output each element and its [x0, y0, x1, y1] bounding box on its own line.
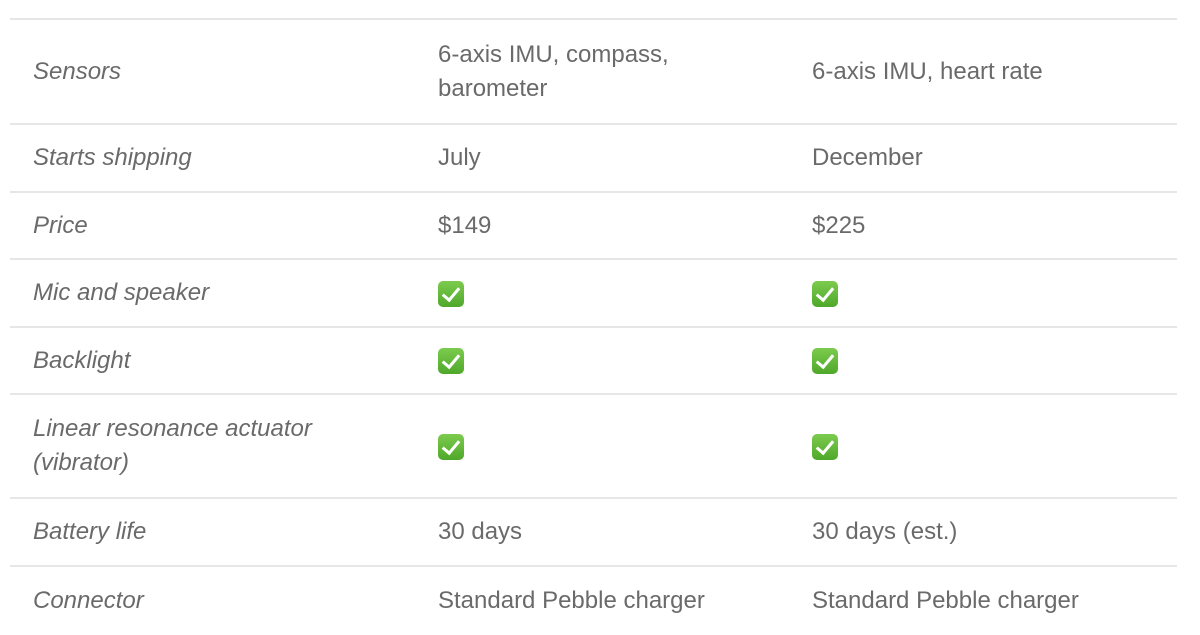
- row-label: Sensors: [33, 57, 122, 85]
- check-cell: [438, 344, 778, 378]
- row-value: $225: [812, 211, 866, 239]
- table-row: Connector Standard Pebble charger Standard…: [10, 565, 1177, 635]
- check-mark-icon: [812, 433, 838, 460]
- check-mark-icon: [438, 280, 464, 307]
- check-mark-icon: [812, 348, 838, 375]
- table-row: Starts shipping July December: [10, 123, 1177, 191]
- row-label: Connector: [33, 587, 144, 614]
- check-cell: [812, 276, 1172, 310]
- check-mark-icon: [812, 280, 838, 307]
- row-value: $149: [438, 211, 492, 239]
- check-cell: [812, 344, 1172, 378]
- spec-comparison-table: Sensors 6-axis IMU, compass, barometer 6-a…: [10, 18, 1177, 635]
- row-label: Battery life: [33, 518, 147, 545]
- row-value: 6-axis IMU, heart rate: [812, 57, 1043, 85]
- check-mark-icon: [438, 433, 464, 460]
- row-label: Mic and speaker: [33, 279, 210, 306]
- row-value: Standard Pebble charger: [812, 587, 1079, 614]
- table-row: Linear resonance actuator (vibrator): [10, 393, 1177, 497]
- check-cell: [438, 276, 778, 310]
- table-row: Sensors 6-axis IMU, compass, barometer 6-a…: [10, 18, 1177, 123]
- table-row: Mic and speaker: [10, 258, 1177, 326]
- table-row: Price $149 $225: [10, 191, 1177, 258]
- table-row: Backlight: [10, 326, 1177, 393]
- row-value: 30 days: [438, 518, 523, 545]
- row-value: July: [438, 144, 481, 171]
- row-label: Backlight: [33, 346, 131, 374]
- row-label: Linear resonance actuator (vibrator): [33, 415, 312, 476]
- row-value: December: [812, 144, 923, 171]
- check-mark-icon: [438, 348, 464, 375]
- row-label: Price: [33, 211, 88, 239]
- row-value: Standard Pebble charger: [438, 587, 705, 614]
- row-value: 30 days (est.): [812, 518, 958, 545]
- check-cell: [812, 429, 1172, 463]
- row-value: 6-axis IMU, compass, barometer: [438, 40, 669, 102]
- table-row: Battery life 30 days 30 days (est.): [10, 497, 1177, 565]
- check-cell: [438, 429, 778, 463]
- row-label: Starts shipping: [33, 144, 192, 171]
